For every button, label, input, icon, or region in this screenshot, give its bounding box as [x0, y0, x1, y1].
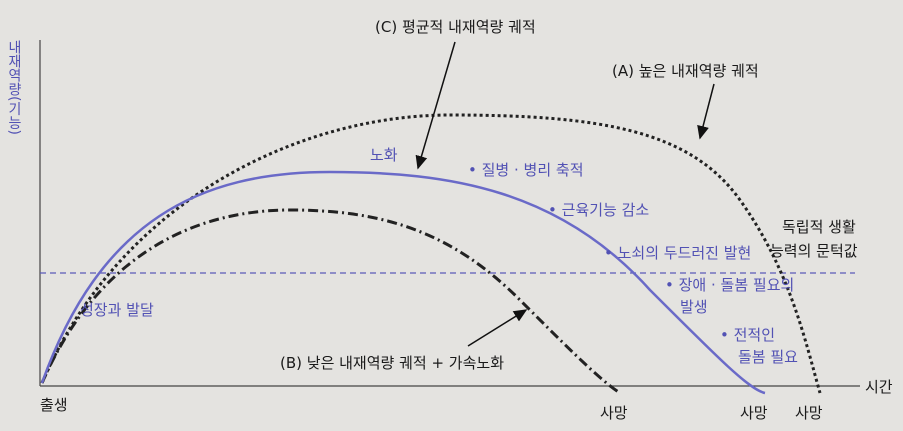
death-label: 사망 — [740, 404, 768, 422]
arrow-b — [467, 309, 528, 347]
threshold-label: 능력의 문턱값 — [770, 242, 858, 260]
annotation: 노화 — [370, 146, 398, 164]
threshold-label: 독립적 생활 — [782, 218, 856, 236]
curve-b — [40, 208, 621, 395]
arrow-a — [697, 83, 715, 140]
stage-label: 돌봄 필요 — [738, 348, 798, 366]
trajectory-label: (A) 높은 내재역량 궤적 — [612, 62, 759, 80]
origin-label: 출생 — [40, 396, 68, 414]
y-axis-label: 내재역량(기능) — [6, 40, 22, 135]
stage-label: • 장애 · 돌봄 필요의 — [665, 276, 794, 294]
death-label: 사망 — [600, 404, 628, 422]
trajectory-label: (C) 평균적 내재역량 궤적 — [375, 18, 536, 36]
death-label: 사망 — [795, 404, 823, 422]
arrow-c — [415, 41, 456, 170]
x-axis-label: 시간 — [865, 378, 893, 396]
stage-label: • 노쇠의 두드러진 발현 — [604, 244, 751, 262]
curve-a — [40, 113, 822, 394]
stage-label: • 질병 · 병리 축적 — [468, 161, 584, 179]
trajectory-label: (B) 낮은 내재역량 궤적 + 가속노화 — [280, 354, 504, 372]
stage-label: • 근육기능 감소 — [548, 201, 649, 219]
stage-label: 발생 — [680, 298, 708, 316]
stage-label: • 전적인 — [720, 326, 775, 344]
annotation: 성장과 발달 — [80, 301, 154, 319]
curve-c — [40, 170, 766, 395]
